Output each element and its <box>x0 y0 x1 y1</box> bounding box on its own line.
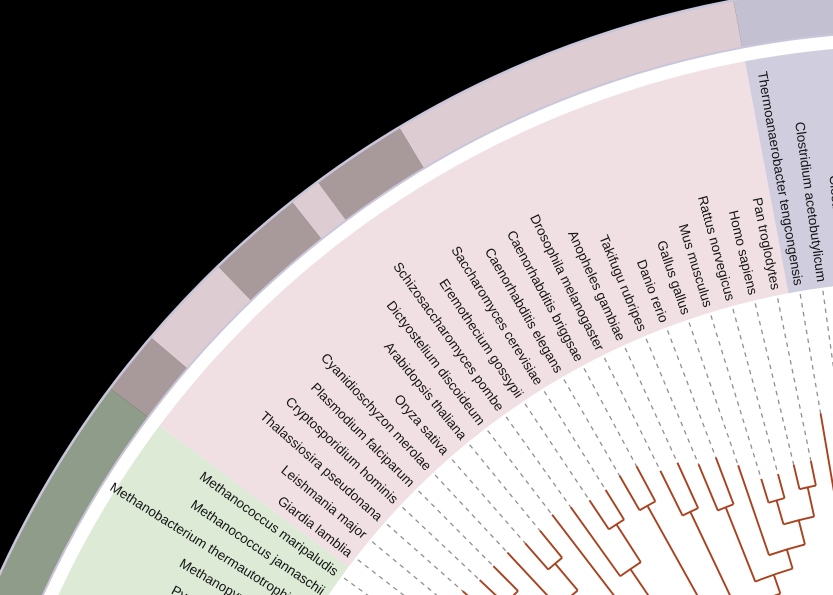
domain-wedge-bacteria <box>744 49 833 294</box>
tree-branch <box>492 565 519 592</box>
tree-branch <box>554 562 579 591</box>
tree-branch <box>479 579 497 595</box>
leaf-dash <box>624 347 678 463</box>
tree-branch <box>772 574 782 594</box>
tree-branch <box>724 506 757 582</box>
leaf-dash <box>688 322 739 466</box>
tree-branch <box>604 489 625 521</box>
leaf-connector-dashes <box>343 290 833 595</box>
leaf-dash <box>451 459 526 544</box>
tree-branch <box>588 499 610 530</box>
tree-branch <box>524 542 549 571</box>
leaf-dash <box>505 416 572 508</box>
ring-segment-fungi <box>317 127 424 221</box>
leaf-dash <box>732 308 779 475</box>
tree-branch <box>819 413 833 492</box>
tree-branch <box>775 500 785 525</box>
tree-branch <box>760 478 770 504</box>
tree-branch <box>697 463 719 511</box>
tree-branch <box>618 475 641 511</box>
domain-wedge-archaea <box>58 425 349 595</box>
tree-branch <box>792 464 801 490</box>
ring-segment-animals <box>399 0 743 169</box>
tree-branch <box>635 465 657 502</box>
ring-segment-archaea <box>0 388 149 595</box>
ring-segment-excavates <box>109 337 188 418</box>
domain-wedge-eukaryota <box>159 61 789 568</box>
tree-branch <box>629 568 650 595</box>
tree-branch <box>809 460 817 486</box>
leaf-dash <box>386 523 464 592</box>
leaf-dash <box>603 357 661 472</box>
leaf-dash <box>371 541 438 595</box>
tree-branch <box>785 549 794 569</box>
tree-branch <box>714 457 735 505</box>
leaf-dash <box>543 391 607 491</box>
leaf-dash <box>777 298 812 462</box>
leaf-dash <box>563 379 621 476</box>
ring-segment-amoebozoa <box>291 181 347 240</box>
leaf-dash <box>710 315 762 480</box>
tree-branch <box>569 506 621 577</box>
tree-branch <box>737 465 770 556</box>
tree-branch <box>676 462 700 509</box>
tree-branches <box>462 413 833 595</box>
tree-branch <box>659 470 684 517</box>
ring-segment-plants <box>217 201 322 301</box>
tree-branch <box>797 520 806 545</box>
tree-branch <box>506 551 549 595</box>
tree-branch <box>615 523 642 563</box>
tree-branch <box>539 530 563 559</box>
ring-segment-chromalveolates <box>150 266 252 369</box>
leaf-dash <box>754 303 795 465</box>
leaf-dash <box>799 294 822 414</box>
ring-segment-bacteria <box>733 0 833 48</box>
leaf-dash <box>469 444 541 532</box>
tree-branch <box>777 473 786 499</box>
tree-branch <box>646 505 699 595</box>
tree-node-arc <box>639 500 656 512</box>
tree-branch <box>806 487 816 517</box>
tree-branch <box>551 514 615 595</box>
leaf-dash <box>583 368 638 467</box>
leaf-dash <box>524 403 590 501</box>
